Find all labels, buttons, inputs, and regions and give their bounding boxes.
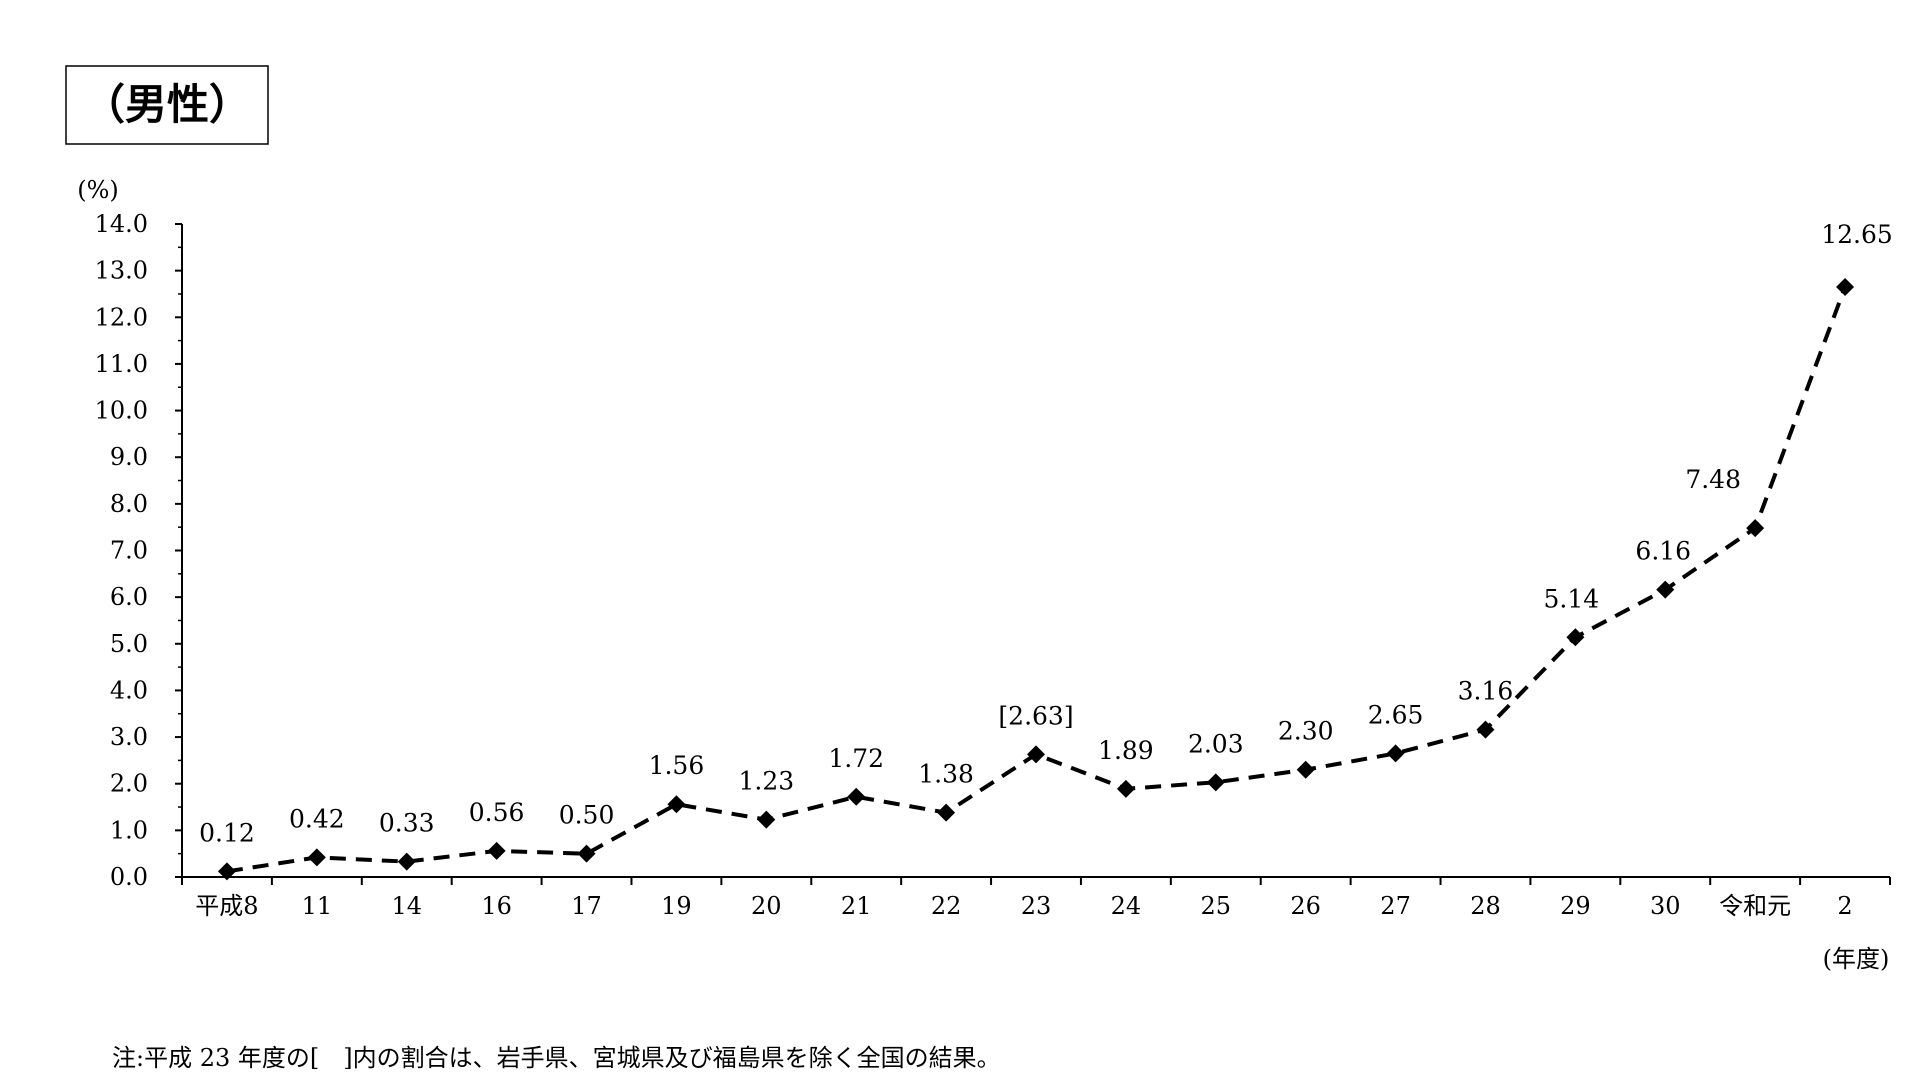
y-tick-label: 1.0 xyxy=(110,816,148,844)
data-point-marker xyxy=(487,841,506,860)
x-tick-label: 28 xyxy=(1470,892,1501,920)
y-tick-label: 8.0 xyxy=(110,490,148,518)
y-tick-label: 3.0 xyxy=(110,723,148,751)
data-point-marker xyxy=(1386,744,1405,763)
footnote: 注:平成 23 年度の[ ]内の割合は、岩手県、宮城県及び福島県を除く全国の結果… xyxy=(112,1044,1001,1072)
x-tick-label: 11 xyxy=(302,892,333,920)
data-label: 2.30 xyxy=(1278,717,1334,746)
data-point-marker xyxy=(757,810,776,829)
x-axis-label: (年度) xyxy=(1823,945,1890,973)
data-label: 6.16 xyxy=(1635,537,1691,566)
y-tick-label: 6.0 xyxy=(110,583,148,611)
x-axis: 平成8 11 14 16 17 19 20 21 22 23 24 25 26 27 28 29 30 令和元 2 xyxy=(181,876,1891,920)
chart-title-box: （男性） xyxy=(65,65,269,145)
chart-title: （男性） xyxy=(83,80,251,129)
y-axis: 0.0 1.0 2.0 3.0 4.0 5.0 6.0 7.0 8.0 9.0 10.0 11.0 12… xyxy=(95,210,183,891)
x-tick-label: 25 xyxy=(1201,892,1232,920)
y-tick-label: 13.0 xyxy=(95,257,148,285)
x-tick-label: 平成8 xyxy=(195,892,258,920)
y-tick-label: 12.0 xyxy=(95,303,148,331)
data-label: 1.23 xyxy=(738,767,794,796)
data-label: 0.56 xyxy=(469,798,525,827)
x-tick-label: 23 xyxy=(1021,892,1052,920)
x-tick-label: 令和元 xyxy=(1719,892,1791,920)
data-label: 3.16 xyxy=(1458,677,1514,706)
data-point-marker xyxy=(847,787,866,806)
data-point-marker xyxy=(1566,628,1585,647)
x-tick-label: 29 xyxy=(1560,892,1591,920)
x-tick-label: 17 xyxy=(571,892,602,920)
data-label: 0.50 xyxy=(559,801,615,830)
y-tick-label: 4.0 xyxy=(110,676,148,704)
data-label: 0.33 xyxy=(379,809,435,838)
data-label: 7.48 xyxy=(1685,465,1741,494)
x-tick-label: 21 xyxy=(841,892,872,920)
data-point-marker xyxy=(217,862,236,881)
y-tick-label: 0.0 xyxy=(110,863,148,891)
data-point-marker xyxy=(1206,773,1225,792)
data-point-marker xyxy=(397,852,416,871)
data-point-marker xyxy=(667,795,686,814)
y-tick-label: 7.0 xyxy=(110,537,148,565)
series-layer xyxy=(217,277,1855,881)
data-point-marker xyxy=(1476,720,1495,739)
x-tick-label: 16 xyxy=(481,892,512,920)
data-label: 1.89 xyxy=(1098,736,1154,765)
data-point-marker xyxy=(1116,779,1135,798)
data-label: 1.72 xyxy=(828,744,884,773)
data-label: 0.42 xyxy=(289,804,345,833)
data-point-marker xyxy=(1296,760,1315,779)
data-point-marker xyxy=(1027,745,1045,764)
x-tick-label: 24 xyxy=(1111,892,1142,920)
data-label: 1.56 xyxy=(649,751,705,780)
data-label: 2.03 xyxy=(1188,729,1244,758)
title-frame xyxy=(65,65,269,145)
data-point-marker xyxy=(937,803,956,822)
data-point-marker xyxy=(1656,580,1675,599)
y-axis-label: (%) xyxy=(77,176,119,204)
y-tick-label: 14.0 xyxy=(95,210,148,238)
y-tick-label: 10.0 xyxy=(95,397,148,425)
data-point-marker xyxy=(1836,277,1855,296)
data-label: 5.14 xyxy=(1544,584,1600,613)
y-tick-label: 2.0 xyxy=(110,770,148,798)
x-tick-label: 2 xyxy=(1837,892,1852,920)
x-tick-label: 20 xyxy=(751,892,782,920)
data-label: [2.63] xyxy=(998,701,1073,730)
y-tick-label: 11.0 xyxy=(95,350,148,378)
data-label: 1.38 xyxy=(918,760,974,789)
x-tick-label: 22 xyxy=(931,892,962,920)
y-tick-label: 9.0 xyxy=(110,443,148,471)
data-label: 0.12 xyxy=(199,818,255,847)
series-line xyxy=(226,286,1847,874)
data-point-marker xyxy=(577,844,596,863)
x-tick-label: 19 xyxy=(661,892,692,920)
data-label: 2.65 xyxy=(1368,700,1424,729)
data-labels: 0.12 0.42 0.33 0.56 0.50 1.56 1.23 1.72 1.38 [2.6… xyxy=(199,220,1893,847)
data-point-marker xyxy=(307,848,326,867)
data-point-marker xyxy=(1746,519,1765,538)
y-tick-label: 5.0 xyxy=(110,630,148,658)
x-tick-label: 14 xyxy=(391,892,422,920)
x-tick-label: 30 xyxy=(1650,892,1681,920)
x-tick-label: 27 xyxy=(1380,892,1411,920)
x-tick-label: 26 xyxy=(1290,892,1321,920)
data-label: 12.65 xyxy=(1821,220,1893,249)
